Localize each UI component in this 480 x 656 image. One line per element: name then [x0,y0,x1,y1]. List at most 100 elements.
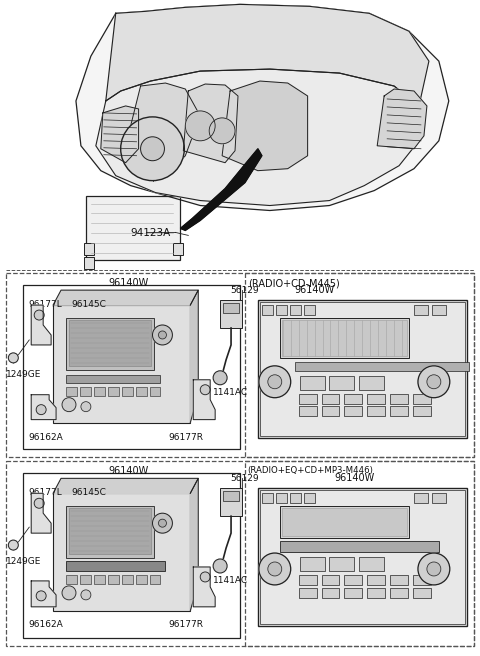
Bar [66,561,166,571]
Polygon shape [31,493,51,533]
Bar [280,506,409,538]
Bar [290,305,300,315]
Bar [94,575,105,584]
Text: 96145C: 96145C [71,300,106,309]
Polygon shape [377,89,427,149]
Bar [276,305,287,315]
Bar [238,106,300,144]
Polygon shape [96,69,419,205]
Bar [280,149,291,161]
Bar [280,318,409,358]
Polygon shape [53,290,198,305]
Polygon shape [180,149,262,230]
Circle shape [36,591,46,601]
Polygon shape [31,581,56,607]
Text: 96177R: 96177R [168,432,204,441]
Bar [223,303,239,313]
Bar [300,557,324,571]
Bar [414,305,428,315]
Bar [282,508,407,536]
Text: 56129: 56129 [230,286,259,295]
Text: 96140W: 96140W [109,466,149,476]
Polygon shape [53,478,198,493]
Bar [84,257,94,269]
Bar [66,318,154,370]
Bar [413,394,431,403]
Circle shape [213,559,227,573]
Bar [304,493,314,503]
Bar [413,588,431,598]
Text: (RADIO+EQ+CD+MP3-M446): (RADIO+EQ+CD+MP3-M446) [247,466,373,476]
Bar [322,588,339,598]
Bar [276,493,287,503]
Bar [80,387,91,396]
Text: 1249GE: 1249GE [6,370,42,379]
Text: 96177L: 96177L [28,488,62,497]
Bar [299,588,316,598]
Circle shape [259,553,291,585]
Bar [360,557,384,571]
Bar [86,195,180,260]
Bar [220,300,242,328]
Bar [136,387,146,396]
Circle shape [62,586,76,600]
Bar [262,305,273,315]
Circle shape [153,513,172,533]
Polygon shape [101,106,139,163]
Bar [432,305,446,315]
Bar [344,588,362,598]
Bar [322,405,339,416]
Circle shape [213,371,227,385]
Circle shape [158,519,167,527]
Bar [136,575,146,584]
Bar [262,493,273,503]
Bar [6,461,474,646]
Bar [390,394,408,403]
Bar [414,493,428,503]
Bar [367,394,385,403]
Text: 1141AC: 1141AC [213,388,248,397]
Bar [299,575,316,585]
Polygon shape [183,84,238,163]
Circle shape [418,553,450,585]
Circle shape [418,366,450,398]
Bar [66,375,160,382]
Bar [173,243,183,255]
Bar [6,274,474,457]
Circle shape [185,111,215,141]
Circle shape [120,117,184,180]
Bar [360,376,384,390]
Polygon shape [106,5,429,106]
Bar [23,474,240,638]
Bar [413,575,431,585]
Text: 96140W: 96140W [334,474,374,483]
Circle shape [427,562,441,576]
Circle shape [158,331,167,339]
Bar [69,320,151,366]
Bar [245,274,474,457]
Bar [220,488,242,516]
Bar [390,588,408,598]
Circle shape [34,499,44,508]
Text: 96140W: 96140W [294,285,335,295]
Bar [282,320,407,356]
Bar [258,488,467,626]
Text: 1141AC: 1141AC [213,576,248,585]
Bar [23,285,240,449]
Circle shape [268,375,282,389]
Bar [432,493,446,503]
Text: 96140W: 96140W [109,278,149,288]
Bar [367,588,385,598]
Bar [240,109,298,141]
Bar [122,387,132,396]
Polygon shape [76,5,449,211]
Circle shape [62,398,76,412]
Text: 96162A: 96162A [28,432,63,441]
Bar [329,376,354,390]
Bar [238,149,249,161]
Circle shape [268,562,282,576]
Circle shape [34,310,44,320]
Bar [304,305,314,315]
Bar [322,575,339,585]
Text: 94123A: 94123A [131,228,171,238]
